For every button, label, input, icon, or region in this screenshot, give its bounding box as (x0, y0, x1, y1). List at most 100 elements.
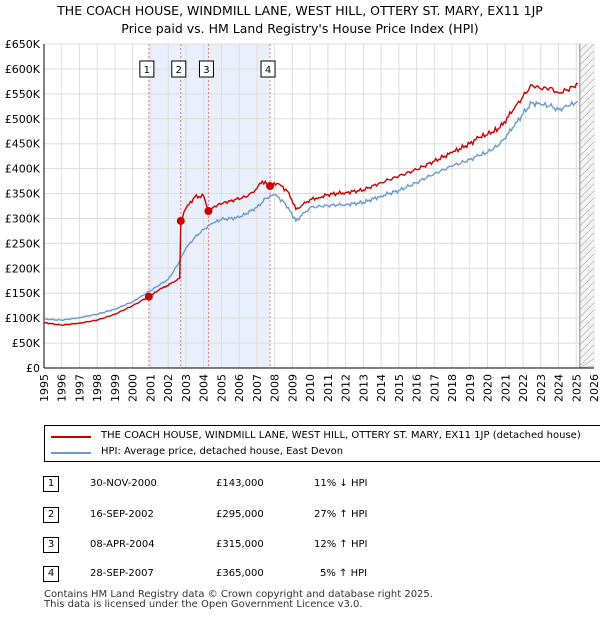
x-tick-label: 2006 (233, 374, 246, 402)
forecast-hatch-line (579, 337, 595, 353)
x-tick-label: 2013 (357, 374, 370, 402)
sale-3-box (198, 60, 214, 78)
x-tick-label: 2001 (144, 374, 157, 402)
forecast-hatch-line (579, 351, 595, 367)
y-tick-label: £100K (5, 312, 41, 325)
x-tick-label: 2025 (570, 374, 583, 402)
forecast-hatch-line (579, 141, 595, 157)
x-tick-label: 2023 (535, 374, 548, 402)
x-tick-label: 2010 (304, 374, 317, 402)
forecast-hatch-line (579, 218, 595, 234)
transaction-price: £143,000 (216, 478, 264, 489)
transaction-number: 4 (43, 566, 59, 582)
forecast-hatch-line (579, 274, 595, 290)
x-tick-label: 1999 (109, 374, 122, 402)
transaction-price: £295,000 (216, 509, 264, 520)
forecast-hatch-line (579, 295, 595, 311)
forecast-hatch-line (579, 302, 595, 318)
x-tick-label: 2004 (198, 374, 211, 402)
transaction-hpi: 12% ↑ HPI (314, 539, 368, 550)
table-row: 1 30-NOV-2000 £143,000 11% ↓ HPI (0, 476, 600, 496)
transaction-date: 30-NOV-2000 (90, 478, 157, 489)
forecast-hatch-line (579, 57, 595, 73)
legend-label-hpi: HPI: Average price, detached house, East… (101, 446, 344, 457)
x-tick-label: 2026 (588, 374, 600, 402)
forecast-hatch-line (579, 43, 595, 59)
forecast-hatch-line (579, 323, 595, 339)
sale-1-label: 1 (144, 65, 150, 76)
forecast-hatch-line (579, 155, 595, 171)
forecast-hatch-line (579, 43, 588, 52)
x-tick-label: 2014 (375, 374, 388, 402)
x-tick-label: 2005 (215, 374, 228, 402)
transaction-price: £315,000 (216, 539, 264, 550)
y-tick-label: £400K (5, 163, 41, 176)
transaction-number: 2 (43, 507, 59, 523)
x-tick-label: 2024 (553, 374, 566, 402)
table-row: 4 28-SEP-2007 £365,000 5% ↑ HPI (0, 566, 600, 586)
legend-swatch-property (51, 436, 91, 438)
y-tick-label: £0 (26, 362, 40, 375)
sale-2-marker (176, 216, 185, 225)
forecast-hatch-line (579, 253, 595, 269)
forecast-hatch-line (579, 183, 595, 199)
forecast-hatch-line (579, 204, 595, 220)
forecast-hatch-line (579, 113, 595, 129)
chart-title-line2: Price paid vs. HM Land Registry's House … (121, 21, 479, 36)
forecast-hatch-line (579, 316, 595, 332)
y-tick-label: £50K (12, 337, 41, 350)
x-tick-label: 2016 (411, 374, 424, 402)
forecast-hatch-line (579, 309, 595, 325)
x-tick-label: 2002 (162, 374, 175, 402)
forecast-hatch-line (579, 71, 595, 87)
x-tick-label: 2012 (340, 374, 353, 402)
y-tick-label: £500K (5, 113, 41, 126)
x-tick-label: 1995 (38, 374, 51, 402)
x-tick-label: 2020 (482, 374, 495, 402)
property-price-line (43, 82, 579, 327)
forecast-hatch-line (579, 169, 595, 185)
x-tick-label: 2008 (269, 374, 282, 402)
forecast-hatch-line (579, 92, 595, 108)
forecast-hatch-line (579, 50, 595, 66)
table-row: 3 08-APR-2004 £315,000 12% ↑ HPI (0, 537, 600, 557)
x-tick-label: 2018 (446, 374, 459, 402)
forecast-hatch-line (579, 330, 595, 346)
forecast-hatch-line (579, 85, 595, 101)
forecast-hatch-line (579, 120, 595, 136)
x-tick-label: 2017 (428, 374, 441, 402)
forecast-hatch-line (579, 127, 595, 143)
forecast-hatch-line (579, 190, 595, 206)
forecast-hatch-line (579, 78, 595, 94)
forecast-hatch-line (579, 239, 595, 255)
transaction-date: 16-SEP-2002 (90, 509, 154, 520)
x-tick-label: 2003 (180, 374, 193, 402)
forecast-hatch-line (579, 197, 595, 213)
transaction-hpi: 11% ↓ HPI (314, 478, 368, 489)
y-tick-label: £600K (5, 63, 41, 76)
transaction-price: £365,000 (216, 568, 264, 579)
footer-copyright: Contains HM Land Registry data © Crown c… (44, 589, 433, 600)
x-tick-label: 2011 (322, 374, 335, 402)
y-tick-label: £250K (5, 237, 41, 250)
footer: Contains HM Land Registry data © Crown c… (44, 590, 433, 610)
transaction-date: 28-SEP-2007 (90, 568, 154, 579)
forecast-hatch-line (579, 225, 595, 241)
y-tick-label: £450K (5, 138, 41, 151)
forecast-hatch-line (579, 106, 595, 122)
forecast-hatch-line (579, 176, 595, 192)
forecast-hatch-line (579, 358, 595, 369)
y-tick-label: £350K (5, 188, 41, 201)
x-tick-label: 1998 (91, 374, 104, 402)
transaction-date: 08-APR-2004 (90, 539, 155, 550)
forecast-hatch-line (579, 148, 595, 164)
forecast-hatch-line (579, 64, 595, 80)
forecast-hatch-line (579, 134, 595, 150)
x-tick-label: 2000 (127, 374, 140, 402)
x-tick-label: 2015 (393, 374, 406, 402)
forecast-hatch-line (579, 288, 595, 304)
sale-4-marker (266, 182, 275, 191)
x-tick-label: 2009 (286, 374, 299, 402)
legend: THE COACH HOUSE, WINDMILL LANE, WEST HIL… (44, 425, 600, 462)
forecast-region (579, 44, 594, 368)
